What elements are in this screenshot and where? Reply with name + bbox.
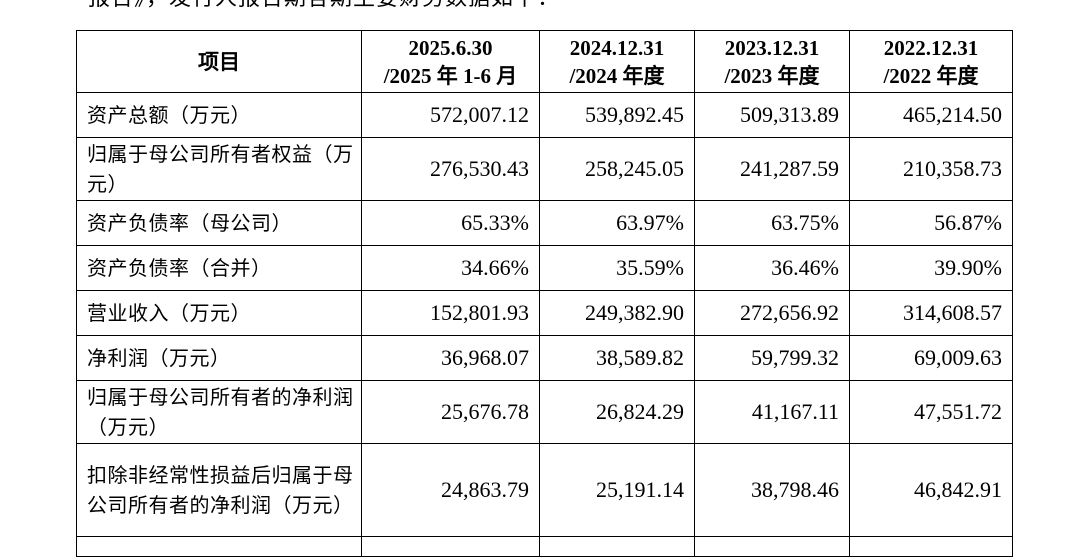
header-row: 项目 2025.6.30 /2025 年 1-6 月 2024.12.31 /2… bbox=[76, 30, 1013, 93]
cell-value: 36.46% bbox=[694, 245, 850, 291]
table-row-partial bbox=[76, 536, 1013, 557]
header-item: 项目 bbox=[76, 30, 362, 93]
row-label: 营业收入（万元） bbox=[76, 290, 362, 336]
empty-cell bbox=[849, 536, 1013, 557]
header-period: 2023.12.31 /2023 年度 bbox=[694, 30, 850, 93]
cell-value: 69,009.63 bbox=[849, 335, 1013, 381]
header-period-line1: 2022.12.31 bbox=[883, 35, 979, 60]
cell-value: 465,214.50 bbox=[849, 92, 1013, 138]
header-period: 2025.6.30 /2025 年 1-6 月 bbox=[361, 30, 540, 93]
empty-cell bbox=[539, 536, 695, 557]
cell-value: 59,799.32 bbox=[694, 335, 850, 381]
table-row: 净利润（万元） 36,968.07 38,589.82 59,799.32 69… bbox=[76, 335, 1013, 381]
header-period-line2: /2022 年度 bbox=[883, 63, 979, 88]
cell-value: 46,842.91 bbox=[849, 443, 1013, 537]
cell-value: 38,798.46 bbox=[694, 443, 850, 537]
cell-value: 25,191.14 bbox=[539, 443, 695, 537]
cell-value: 539,892.45 bbox=[539, 92, 695, 138]
cell-value: 36,968.07 bbox=[361, 335, 540, 381]
row-label: 资产总额（万元） bbox=[76, 92, 362, 138]
empty-cell bbox=[694, 536, 850, 557]
cell-value: 63.75% bbox=[694, 200, 850, 246]
header-period-line1: 2024.12.31 bbox=[569, 35, 665, 60]
header-period-line2: /2025 年 1-6 月 bbox=[383, 63, 518, 88]
cell-value: 572,007.12 bbox=[361, 92, 540, 138]
cell-value: 276,530.43 bbox=[361, 137, 540, 201]
cell-value: 47,551.72 bbox=[849, 380, 1013, 444]
empty-cell bbox=[361, 536, 540, 557]
header-period: 2024.12.31 /2024 年度 bbox=[539, 30, 695, 93]
cell-value: 24,863.79 bbox=[361, 443, 540, 537]
row-label: 扣除非经常性损益后归属于母公司所有者的净利润（万元） bbox=[76, 443, 362, 537]
cell-value: 241,287.59 bbox=[694, 137, 850, 201]
cell-value: 35.59% bbox=[539, 245, 695, 291]
cell-value: 34.66% bbox=[361, 245, 540, 291]
row-label: 归属于母公司所有者权益（万元） bbox=[76, 137, 362, 201]
empty-cell bbox=[76, 536, 362, 557]
cell-value: 314,608.57 bbox=[849, 290, 1013, 336]
cell-value: 56.87% bbox=[849, 200, 1013, 246]
row-label: 净利润（万元） bbox=[76, 335, 362, 381]
header-period-line2: /2023 年度 bbox=[724, 63, 820, 88]
header-period: 2022.12.31 /2022 年度 bbox=[849, 30, 1013, 93]
table-row: 归属于母公司所有者权益（万元） 276,530.43 258,245.05 24… bbox=[76, 137, 1013, 201]
cell-value: 39.90% bbox=[849, 245, 1013, 291]
table-row: 资产总额（万元） 572,007.12 539,892.45 509,313.8… bbox=[76, 92, 1013, 138]
cell-value: 258,245.05 bbox=[539, 137, 695, 201]
row-label: 归属于母公司所有者的净利润（万元） bbox=[76, 380, 362, 444]
cell-value: 272,656.92 bbox=[694, 290, 850, 336]
cell-value: 41,167.11 bbox=[694, 380, 850, 444]
cell-value: 152,801.93 bbox=[361, 290, 540, 336]
row-label: 资产负债率（母公司） bbox=[76, 200, 362, 246]
cell-value: 249,382.90 bbox=[539, 290, 695, 336]
cell-value: 63.97% bbox=[539, 200, 695, 246]
row-label: 资产负债率（合并） bbox=[76, 245, 362, 291]
header-period-line1: 2025.6.30 bbox=[408, 35, 493, 60]
table-row: 资产负债率（合并） 34.66% 35.59% 36.46% 39.90% bbox=[76, 245, 1013, 291]
cell-value: 210,358.73 bbox=[849, 137, 1013, 201]
financial-data-table: 项目 2025.6.30 /2025 年 1-6 月 2024.12.31 /2… bbox=[76, 30, 1013, 557]
table-row: 归属于母公司所有者的净利润（万元） 25,676.78 26,824.29 41… bbox=[76, 380, 1013, 444]
cell-value: 26,824.29 bbox=[539, 380, 695, 444]
table-row: 扣除非经常性损益后归属于母公司所有者的净利润（万元） 24,863.79 25,… bbox=[76, 443, 1013, 537]
table-row: 营业收入（万元） 152,801.93 249,382.90 272,656.9… bbox=[76, 290, 1013, 336]
header-period-line2: /2024 年度 bbox=[569, 63, 665, 88]
table-row: 资产负债率（母公司） 65.33% 63.97% 63.75% 56.87% bbox=[76, 200, 1013, 246]
intro-text: 报告》，发行人报告期各期主要财务数据如下： bbox=[88, 0, 560, 12]
header-period-line1: 2023.12.31 bbox=[724, 35, 820, 60]
cell-value: 509,313.89 bbox=[694, 92, 850, 138]
cell-value: 65.33% bbox=[361, 200, 540, 246]
cell-value: 25,676.78 bbox=[361, 380, 540, 444]
cell-value: 38,589.82 bbox=[539, 335, 695, 381]
